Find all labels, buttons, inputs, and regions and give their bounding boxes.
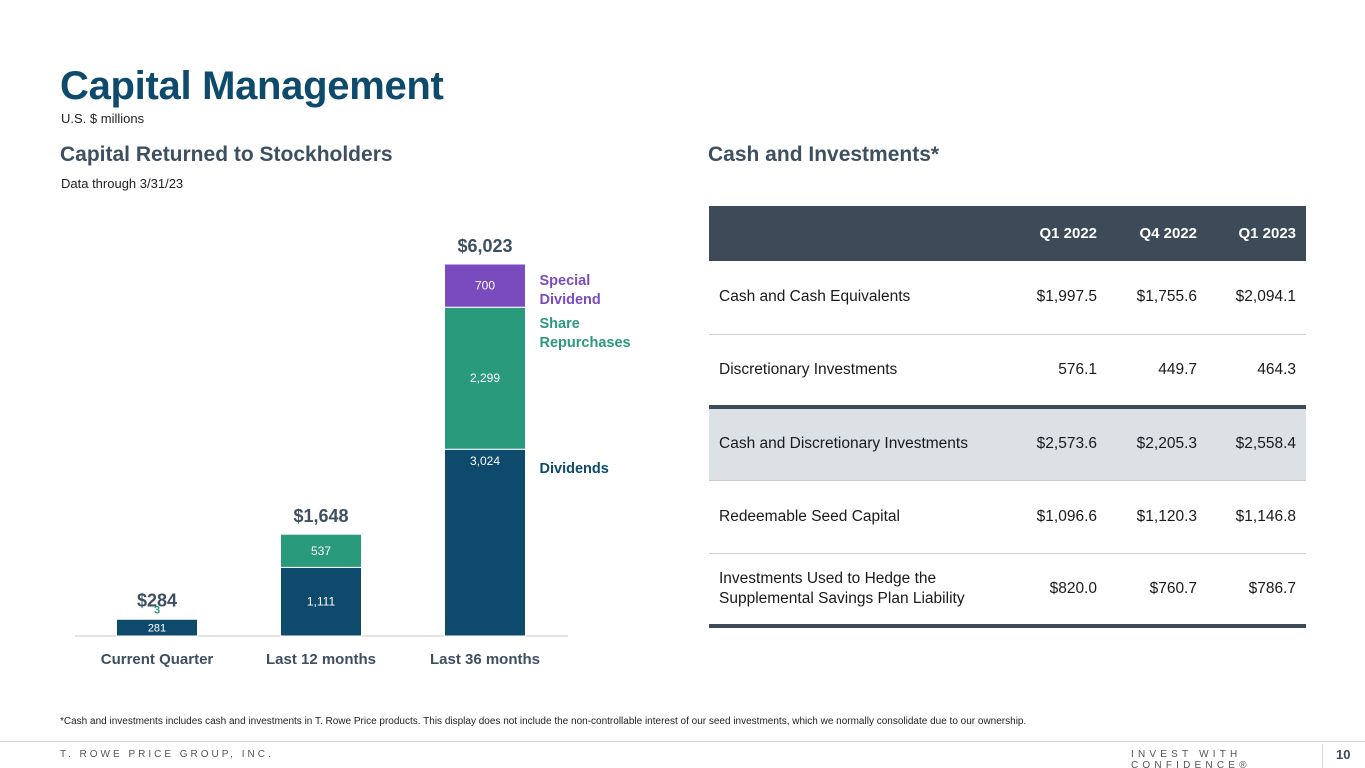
cell-value: $2,205.3	[1107, 405, 1207, 481]
capital-returned-heading: Capital Returned to Stockholders	[60, 143, 393, 166]
category-label: Last 36 months	[430, 651, 540, 668]
bar-segment	[444, 263, 526, 308]
cell-value: $786.7	[1207, 553, 1306, 628]
data-label: 281	[148, 622, 166, 634]
capital-returned-chart: 281 3$284 Current Quarter 1,111 537 $1,648 Las…	[75, 236, 631, 668]
table-row: Discretionary Investments 576.1 449.7 46…	[709, 334, 1306, 408]
cell-value: 464.3	[1207, 334, 1306, 408]
page-number: 10	[1336, 747, 1351, 762]
cash-investments-heading: Cash and Investments*	[708, 143, 940, 166]
data-label: 3,024	[470, 454, 500, 468]
data-label: 2,299	[470, 371, 500, 385]
footer-rule	[0, 741, 1365, 742]
cell-value: $1,146.8	[1207, 480, 1306, 554]
footer-tagline: INVEST WITH CONFIDENCE®	[1131, 749, 1251, 768]
bar-segment	[116, 617, 198, 620]
row-label: Cash and Cash Equivalents	[709, 261, 1009, 335]
cell-value: $2,573.6	[1009, 405, 1107, 481]
table-header-row: Q1 2022 Q4 2022 Q1 2023	[709, 206, 1306, 261]
cell-value: $1,096.6	[1009, 480, 1107, 554]
category-label: Current Quarter	[101, 651, 214, 668]
cell-value: 449.7	[1107, 334, 1207, 408]
bar-segment	[444, 448, 526, 637]
row-label-line: Investments Used to Hedge the	[719, 569, 937, 587]
cell-value: 576.1	[1009, 334, 1107, 408]
row-label: Redeemable Seed Capital	[709, 480, 1009, 554]
legend-label: Repurchases	[540, 335, 631, 351]
table-row: Investments Used to Hedge the Supplement…	[709, 553, 1306, 628]
cell-value: $760.7	[1107, 553, 1207, 628]
legend-label: Share	[540, 316, 580, 332]
cell-value: $1,755.6	[1107, 261, 1207, 335]
category-label: Last 12 months	[266, 651, 376, 668]
cell-value: $2,558.4	[1207, 405, 1306, 481]
cash-investments-table: Q1 2022 Q4 2022 Q1 2023 Cash and Cash Eq…	[709, 206, 1306, 628]
table-row: Redeemable Seed Capital $1,096.6 $1,120.…	[709, 480, 1306, 554]
row-label-line: Supplemental Savings Plan Liability	[719, 589, 965, 607]
cell-value: $1,120.3	[1107, 480, 1207, 554]
row-label: Investments Used to Hedge the Supplement…	[709, 553, 1009, 628]
legend-label: Dividends	[540, 461, 609, 477]
footnote: *Cash and investments includes cash and …	[60, 716, 1027, 727]
cell-value: $820.0	[1009, 553, 1107, 628]
cell-value: $2,094.1	[1207, 261, 1306, 335]
data-label: 537	[311, 544, 331, 558]
bar-segment	[280, 533, 362, 568]
legend-label: Dividend	[540, 292, 601, 308]
total-label: $6,023	[457, 236, 512, 256]
data-label: 1,111	[307, 595, 336, 609]
page-title: Capital Management	[60, 64, 444, 108]
data-through-note: Data through 3/31/23	[61, 176, 184, 191]
footer-company-name: T. ROWE PRICE GROUP, INC.	[60, 749, 274, 760]
col-header-q1-2023: Q1 2023	[1207, 206, 1306, 261]
footer-divider	[1322, 744, 1323, 768]
bar-segment	[444, 306, 526, 450]
total-label: $1,648	[293, 506, 348, 526]
col-header-q4-2022: Q4 2022	[1107, 206, 1207, 261]
row-label: Discretionary Investments	[709, 334, 1009, 408]
total-label: $284	[137, 590, 177, 610]
table-header-blank	[709, 206, 1009, 261]
table-row-highlighted: Cash and Discretionary Investments $2,57…	[709, 405, 1306, 481]
col-header-q1-2022: Q1 2022	[1009, 206, 1107, 261]
cell-value: $1,997.5	[1009, 261, 1107, 335]
row-label: Cash and Discretionary Investments	[709, 405, 1009, 481]
table-row: Cash and Cash Equivalents $1,997.5 $1,75…	[709, 261, 1306, 335]
page-subtitle: U.S. $ millions	[61, 111, 145, 126]
data-label: 700	[475, 279, 495, 293]
data-label: 3	[154, 604, 160, 616]
legend-label: Special	[540, 273, 591, 289]
bar-segment	[280, 566, 362, 637]
